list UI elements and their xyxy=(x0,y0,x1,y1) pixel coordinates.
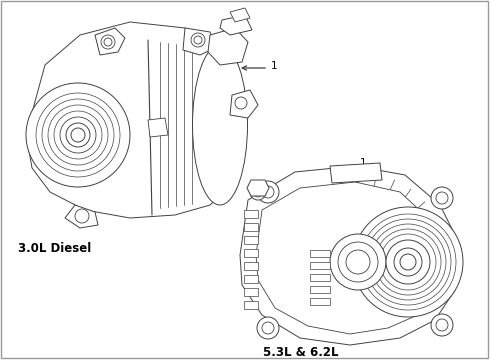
Polygon shape xyxy=(230,8,250,22)
Bar xyxy=(310,262,330,269)
Circle shape xyxy=(194,36,202,44)
Polygon shape xyxy=(65,205,98,228)
Ellipse shape xyxy=(193,45,247,205)
Bar xyxy=(244,249,258,257)
Circle shape xyxy=(54,111,102,159)
Circle shape xyxy=(262,186,274,198)
Circle shape xyxy=(436,192,448,204)
Bar xyxy=(244,288,258,296)
Circle shape xyxy=(338,242,378,282)
Circle shape xyxy=(353,207,463,317)
Circle shape xyxy=(253,187,263,197)
Circle shape xyxy=(250,184,266,200)
Bar xyxy=(310,286,330,293)
Polygon shape xyxy=(240,166,460,345)
Bar xyxy=(244,301,258,309)
Polygon shape xyxy=(330,163,382,183)
Circle shape xyxy=(66,123,90,147)
Circle shape xyxy=(257,317,279,339)
Bar xyxy=(244,236,258,244)
Circle shape xyxy=(26,83,130,187)
Circle shape xyxy=(431,187,453,209)
Circle shape xyxy=(360,214,456,310)
Bar xyxy=(244,262,258,270)
Circle shape xyxy=(60,117,96,153)
Polygon shape xyxy=(28,22,242,218)
Polygon shape xyxy=(208,28,248,65)
Circle shape xyxy=(48,105,108,165)
Text: 3.0L Diesel: 3.0L Diesel xyxy=(18,242,91,255)
Polygon shape xyxy=(230,90,258,118)
Circle shape xyxy=(386,240,430,284)
Polygon shape xyxy=(148,118,168,137)
Bar xyxy=(244,210,258,218)
Circle shape xyxy=(191,33,205,47)
Circle shape xyxy=(375,229,441,295)
Polygon shape xyxy=(183,28,215,55)
Circle shape xyxy=(330,234,386,290)
Bar xyxy=(244,223,258,231)
Circle shape xyxy=(431,314,453,336)
Circle shape xyxy=(346,250,370,274)
Text: 1: 1 xyxy=(271,61,278,71)
Bar xyxy=(310,274,330,281)
Polygon shape xyxy=(95,28,125,55)
Circle shape xyxy=(42,99,114,171)
Polygon shape xyxy=(256,182,443,334)
Bar xyxy=(310,250,330,257)
Circle shape xyxy=(365,219,451,305)
Circle shape xyxy=(235,97,247,109)
Polygon shape xyxy=(220,15,252,35)
Circle shape xyxy=(400,254,416,270)
Circle shape xyxy=(380,234,436,290)
Circle shape xyxy=(71,128,85,142)
Polygon shape xyxy=(247,180,269,196)
Circle shape xyxy=(370,224,446,300)
Circle shape xyxy=(36,93,120,177)
Text: 1: 1 xyxy=(360,158,367,168)
Circle shape xyxy=(257,181,279,203)
Circle shape xyxy=(262,322,274,334)
Circle shape xyxy=(104,38,112,46)
Circle shape xyxy=(436,319,448,331)
Circle shape xyxy=(101,35,115,49)
Text: 5.3L & 6.2L: 5.3L & 6.2L xyxy=(263,346,339,360)
Circle shape xyxy=(75,209,89,223)
Circle shape xyxy=(394,248,422,276)
Bar xyxy=(310,298,330,305)
Bar xyxy=(244,275,258,283)
